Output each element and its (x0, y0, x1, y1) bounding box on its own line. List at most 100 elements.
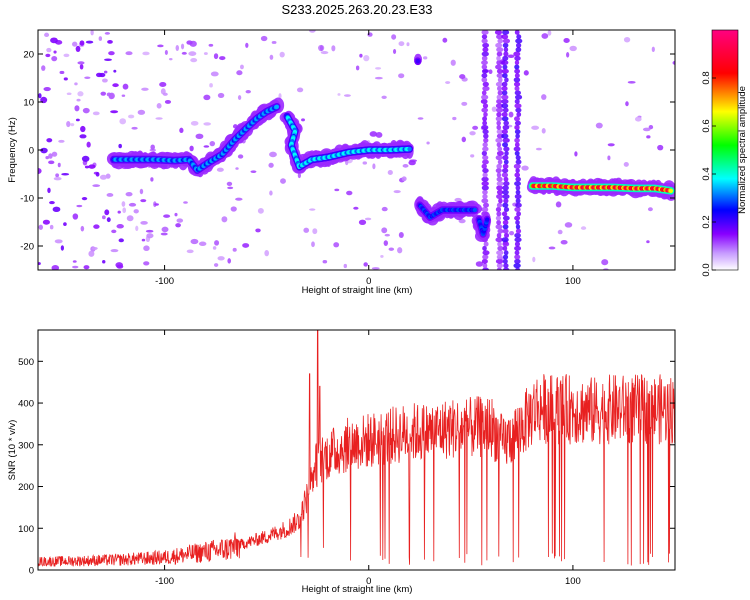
vertical-streak-blob (495, 155, 503, 161)
vertical-streak-blob (501, 86, 508, 92)
noise-blob (80, 125, 86, 133)
colorbar-gradient (711, 29, 739, 271)
vertical-streak-blob (496, 60, 502, 66)
vertical-streak-blob (483, 241, 489, 247)
noise-blob (77, 91, 84, 97)
noise-blob (38, 167, 42, 175)
noise-blob (161, 226, 169, 233)
noise-blob (82, 107, 90, 114)
noise-blob (469, 131, 476, 136)
noise-blob (343, 94, 351, 97)
noise-blob (642, 127, 651, 132)
noise-blob (398, 231, 404, 238)
noise-blob (269, 151, 277, 158)
noise-blob (189, 145, 194, 152)
noise-blob (51, 265, 60, 270)
vertical-streak-blob (502, 224, 509, 230)
noise-blob (383, 240, 389, 247)
noise-blob (625, 101, 629, 107)
noise-blob (240, 64, 244, 70)
vertical-streak-blob (502, 219, 509, 225)
noise-blob (57, 162, 61, 168)
vertical-streak-blob (501, 99, 509, 105)
vertical-streak-blob (481, 124, 489, 130)
noise-blob (523, 70, 529, 76)
noise-blob (38, 224, 44, 230)
noise-blob (126, 215, 134, 222)
vertical-streak-blob (502, 55, 509, 61)
noise-blob (108, 92, 115, 100)
vertical-streak-blob (497, 241, 502, 247)
noise-blob (195, 133, 204, 140)
vertical-streak-blob (501, 111, 508, 117)
noise-blob (63, 222, 67, 227)
snr-xtick-label: 0 (366, 576, 371, 587)
vertical-streak-blob (514, 215, 521, 221)
colorbar-tick-label: 0.0 (701, 263, 712, 276)
spectrogram-ytick-label: 20 (23, 50, 34, 61)
noise-blob (563, 38, 570, 43)
vertical-streak-blob (514, 94, 523, 100)
vertical-streak-blob (515, 198, 521, 204)
noise-blob (359, 53, 363, 58)
noise-blob (101, 78, 108, 83)
noise-blob (41, 65, 46, 71)
vertical-streak-blob (513, 163, 521, 169)
noise-blob (146, 233, 154, 239)
vertical-streak-blob (481, 185, 489, 191)
vertical-streak-blob (501, 34, 509, 40)
vertical-streak-blob (482, 81, 489, 87)
noise-blob (125, 192, 133, 197)
noise-blob (309, 208, 316, 211)
noise-blob (311, 241, 315, 248)
track-core (472, 207, 478, 213)
noise-blob (149, 148, 156, 152)
noise-blob (657, 144, 664, 151)
noise-blob (237, 95, 242, 100)
vertical-streak-blob (481, 55, 488, 61)
noise-blob (232, 247, 237, 252)
noise-blob (648, 124, 654, 130)
vertical-streak-blob (514, 232, 521, 238)
noise-blob (531, 125, 540, 130)
vertical-streak-blob (497, 245, 504, 251)
noise-blob (40, 147, 48, 154)
vertical-streak-blob (501, 60, 509, 66)
vertical-streak-blob (501, 172, 509, 178)
noise-blob (461, 136, 467, 143)
vertical-streak-blob (481, 163, 487, 169)
noise-blob (442, 37, 448, 43)
noise-blob (72, 260, 77, 263)
spectrogram-xlabel: Height of straight line (km) (302, 285, 413, 296)
noise-blob (55, 173, 60, 178)
noise-blob (175, 223, 181, 228)
noise-blob (106, 193, 114, 197)
noise-blob (320, 51, 329, 55)
noise-blob (81, 197, 88, 201)
track-3 (414, 196, 482, 226)
noise-blob (445, 81, 451, 84)
vertical-streak-blob (514, 129, 521, 135)
colorbar: 0.0 0.2 0.4 0.6 0.8 Normalized spectral ampl… (701, 29, 748, 277)
noise-blob (44, 32, 50, 38)
vertical-streak-blob (514, 258, 521, 264)
vertical-streak-blob (496, 129, 503, 135)
vertical-streak-blob (496, 111, 502, 117)
vertical-streak-blob (514, 207, 521, 213)
noise-blob (175, 45, 180, 51)
noise-blob (164, 99, 172, 104)
noise-blob (363, 55, 370, 62)
vertical-streak-blob (497, 77, 503, 83)
vertical-streak-blob (496, 34, 503, 40)
vertical-streak-blob (481, 30, 489, 35)
noise-blob (66, 120, 71, 128)
vertical-streak-blob (502, 107, 509, 113)
noise-blob (83, 265, 90, 270)
noise-blob (180, 43, 185, 50)
snr-ytick-label: 300 (18, 440, 34, 451)
vertical-streak-blob (502, 90, 508, 96)
vertical-streak-blob (482, 47, 489, 53)
noise-blob (92, 184, 101, 187)
